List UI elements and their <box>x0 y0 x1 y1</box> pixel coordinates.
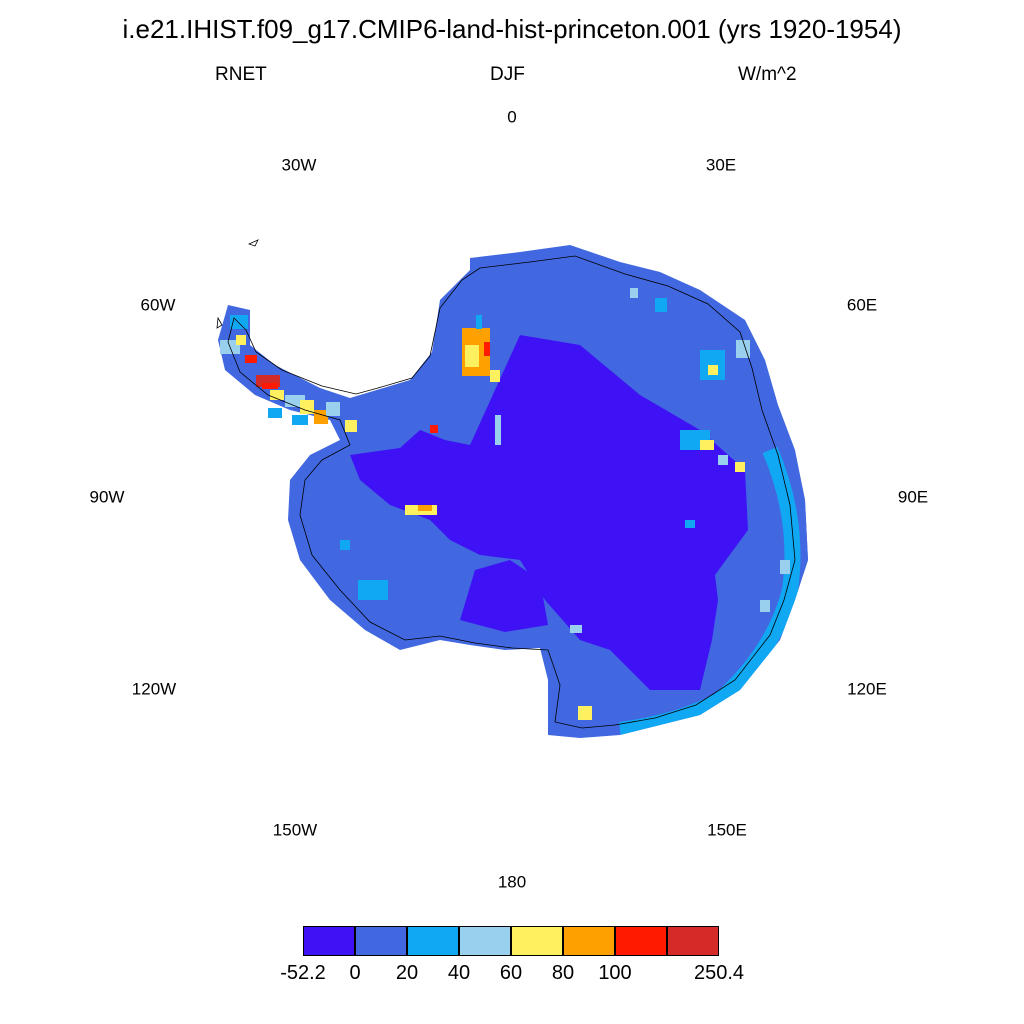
variable-label: RNET <box>215 64 267 85</box>
colorbar-box-0 <box>303 926 355 956</box>
colorbar-box-1 <box>355 926 407 956</box>
colorbar-label-100: 100 <box>598 962 632 984</box>
lon-label-120e: 120E <box>847 679 887 698</box>
peninsula-tip-outline <box>216 316 223 329</box>
lon-label-30e: 30E <box>706 155 736 174</box>
island-outline <box>247 239 259 247</box>
lon-label-150e: 150E <box>707 820 747 839</box>
colorbar-label-60: 60 <box>499 962 523 984</box>
colorbar-label-40: 40 <box>447 962 471 984</box>
interior-region <box>350 335 748 690</box>
colorbar-label-min: -52.2 <box>280 962 326 984</box>
colorbar-label-0: 0 <box>349 962 361 984</box>
lon-label-120w: 120W <box>132 679 176 698</box>
season-label: DJF <box>490 64 525 85</box>
lon-label-60e: 60E <box>847 295 877 314</box>
colorbar-box-3 <box>459 926 511 956</box>
coastal-ring-east <box>618 446 801 738</box>
colorbar-box-5 <box>563 926 615 956</box>
lon-label-150w: 150W <box>273 820 317 839</box>
coastal-ring-inner <box>702 468 775 688</box>
colorbar-label-max: 250.4 <box>693 962 745 984</box>
colorbar-box-4 <box>511 926 563 956</box>
coastline <box>227 255 796 729</box>
plot-title: i.e21.IHIST.f09_g17.CMIP6-land-hist-prin… <box>122 14 902 44</box>
colorbar-box-2 <box>407 926 459 956</box>
longitude-labels: 0 30E 60E 90E 120E 150E 180 150W 120W 90… <box>90 107 929 891</box>
lon-label-180: 180 <box>498 872 526 891</box>
lon-label-60w: 60W <box>141 295 176 314</box>
lon-label-90e: 90E <box>898 487 928 506</box>
lon-label-0: 0 <box>507 107 516 126</box>
ross-ice-shelf <box>460 560 548 632</box>
peninsula-patches <box>220 315 357 432</box>
colorbar-box-6 <box>615 926 667 956</box>
lon-label-90w: 90W <box>90 487 125 506</box>
colorbar-box-7 <box>667 926 719 956</box>
units-label: W/m^2 <box>738 64 797 85</box>
colorbar-label-20: 20 <box>395 962 419 984</box>
lon-label-30w: 30W <box>282 155 317 174</box>
colorbar-label-80: 80 <box>551 962 575 984</box>
